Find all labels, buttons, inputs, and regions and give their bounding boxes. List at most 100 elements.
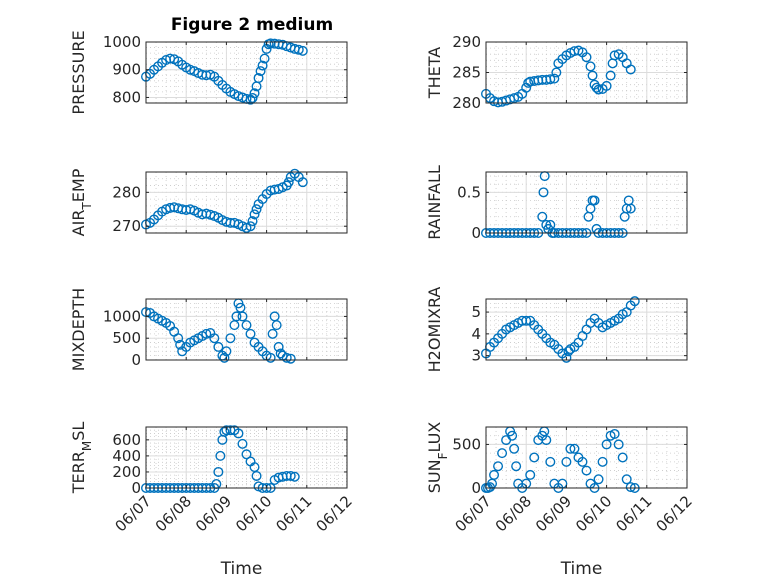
subplot-terr_msl: 0200400600TERRMSL06/0706/0806/0906/1006/… [69, 422, 356, 579]
subplot-air_temp: 270 280 AIRTEMP [69, 168, 348, 236]
data-point [565, 443, 576, 454]
data-point [285, 470, 296, 481]
data-point [249, 209, 260, 220]
y-tick-label: 3 [471, 347, 481, 365]
data-point [511, 461, 522, 472]
data-point [577, 456, 588, 467]
data-point [245, 328, 256, 339]
data-point [621, 474, 632, 485]
x-tick-label: 06/10 [572, 492, 615, 535]
axes-frame [145, 41, 348, 104]
y-tick-label: 400 [112, 447, 141, 465]
data-point [255, 66, 266, 77]
data-point [625, 482, 636, 493]
x-axis-label: Time [220, 559, 263, 579]
x-tick-label: 06/11 [612, 492, 655, 535]
data-point [251, 470, 262, 481]
axes-frame [485, 426, 688, 489]
y-tick-label: 600 [112, 431, 141, 449]
data-point [609, 428, 620, 439]
x-tick-label: 06/10 [232, 492, 275, 535]
data-point [497, 448, 508, 459]
y-tick-label: 280 [112, 183, 141, 201]
data-point [561, 352, 572, 363]
axes-frame [145, 426, 348, 489]
data-point [585, 61, 596, 72]
x-tick-label: 06/12 [313, 492, 356, 535]
plot-area [486, 427, 687, 488]
data-point [283, 177, 294, 188]
data-point [581, 52, 592, 63]
data-point [271, 320, 282, 331]
y-tick-label: 290 [452, 33, 481, 51]
y-tick-label: 4 [471, 325, 481, 343]
y-tick-label: 0 [471, 224, 481, 242]
data-point [245, 221, 256, 232]
axes-frame [145, 298, 348, 361]
y-axis-label: AIRTEMP [69, 168, 94, 236]
subplot-sun_flux: 0 500SUNFLUX06/0706/0806/0906/1006/1106/1… [425, 422, 696, 579]
data-point [213, 466, 224, 477]
subplot-mixdepth: 0 500 1000 MIXDEPTH [69, 288, 348, 371]
data-point [545, 456, 556, 467]
data-point [231, 311, 242, 322]
y-tick-label: 500 [452, 435, 481, 453]
x-tick-label: 06/07 [112, 492, 155, 535]
data-point [537, 211, 548, 222]
data-point [593, 84, 604, 95]
x-tick-label: 06/11 [272, 492, 315, 535]
y-axis-label: H2OMIXRA [425, 287, 444, 373]
data-point [259, 53, 270, 64]
plot-area [146, 42, 347, 103]
subplot-theta: 280 285 290 THETA [425, 33, 688, 112]
data-point [219, 426, 230, 437]
data-point [597, 456, 608, 467]
plot-area [486, 172, 687, 233]
y-tick-label: 1000 [103, 33, 141, 51]
data-point [221, 346, 232, 357]
data-point [251, 204, 262, 215]
data-point [493, 461, 504, 472]
data-point [551, 67, 562, 78]
data-point [257, 60, 268, 71]
data-point [523, 77, 534, 88]
data-point [549, 73, 560, 84]
data-point [247, 93, 258, 104]
data-point [297, 45, 308, 56]
data-point [601, 439, 612, 450]
data-point [489, 469, 500, 480]
subplot-pressure: 800 900 1000 PRESSURE [69, 30, 348, 115]
data-point [591, 82, 602, 93]
y-axis-label: SUNFLUX [425, 422, 450, 494]
y-axis-label: PRESSURE [69, 30, 88, 114]
y-tick-label: 800 [112, 88, 141, 106]
data-point [529, 452, 540, 463]
data-point [509, 443, 520, 454]
data-point [267, 328, 278, 339]
y-tick-label: 900 [112, 61, 141, 79]
data-point [587, 70, 598, 81]
y-tick-label: 0 [471, 479, 481, 497]
data-point [617, 452, 628, 463]
x-tick-label: 06/12 [653, 492, 696, 535]
data-point [297, 177, 308, 188]
plot-area [146, 427, 347, 488]
subplot-h2omixra: 3 4 5 H2OMIXRA [425, 287, 688, 373]
data-point [601, 80, 612, 91]
x-axis-label: Time [560, 559, 603, 579]
y-tick-label: 0 [131, 479, 141, 497]
x-tick-label: 06/09 [192, 492, 235, 535]
plot-area [146, 172, 347, 233]
y-tick-label: 500 [112, 329, 141, 347]
data-point [237, 438, 248, 449]
y-tick-label: 285 [452, 64, 481, 82]
data-point [525, 469, 536, 480]
data-point [281, 352, 292, 363]
data-point [509, 93, 520, 104]
data-point [507, 430, 518, 441]
data-point [561, 456, 572, 467]
data-point [215, 450, 226, 461]
figure-title: Figure 2 medium [171, 15, 333, 35]
data-point [569, 443, 580, 454]
